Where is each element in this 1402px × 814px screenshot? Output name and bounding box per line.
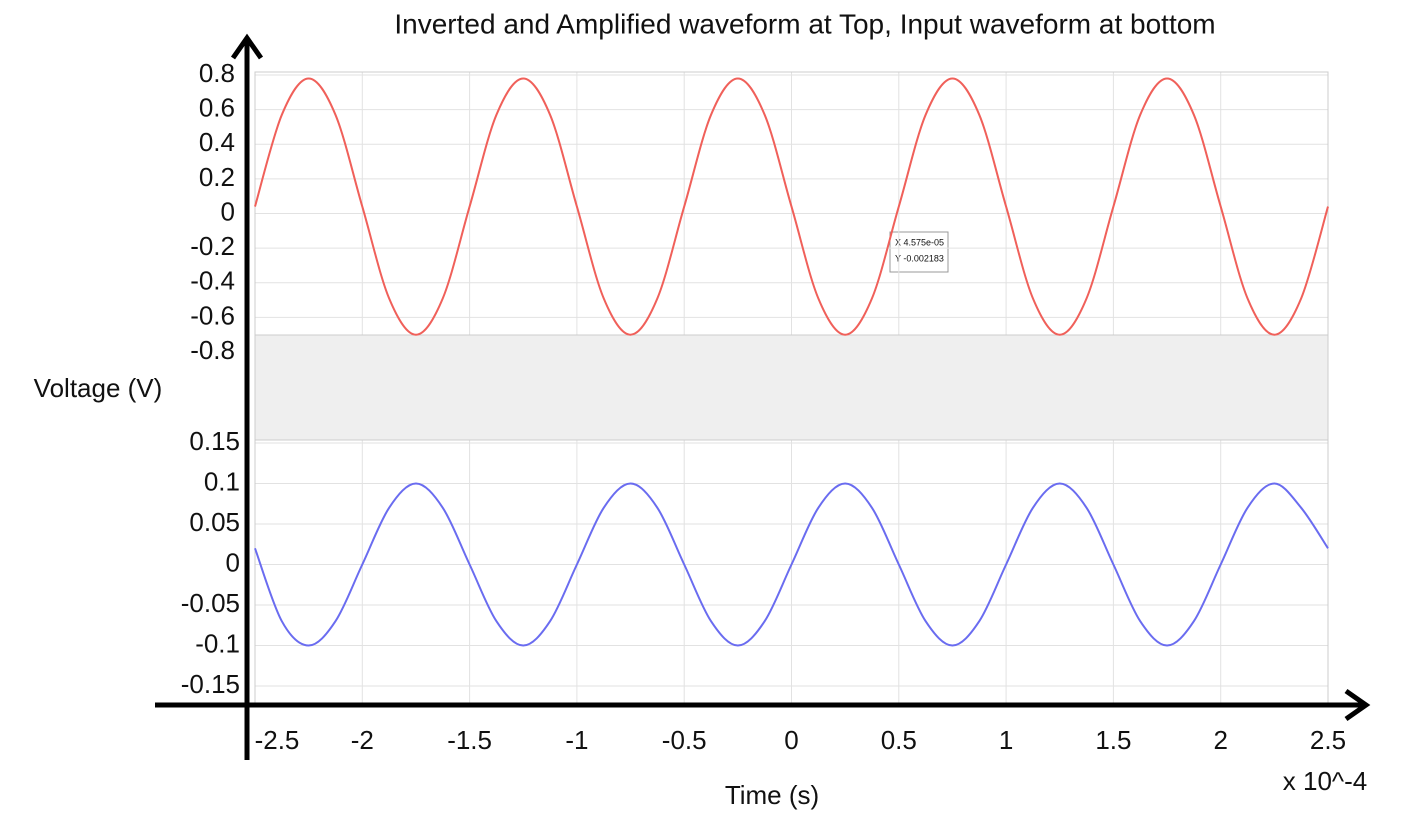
x-tick-label: -2: [351, 725, 374, 755]
y-tick-label: 0.2: [199, 162, 235, 192]
x-tick-label: 1: [999, 725, 1013, 755]
chart-title: Inverted and Amplified waveform at Top, …: [394, 8, 1215, 39]
waveform: [254, 77, 1329, 336]
x-tick-label: 0: [784, 725, 798, 755]
plots: 0.8 0.6 0.4 0.2 0 -0.2 -0.4 -0.6 -0.8 0.15 0.1 0.05…: [181, 58, 1329, 706]
y-tick-label: -0.6: [190, 300, 235, 330]
y-tick-label: -0.05: [181, 588, 240, 618]
x-tick-label: 2: [1213, 725, 1227, 755]
x-tick-label: -1.5: [447, 725, 492, 755]
x-tick-label: 2.5: [1310, 725, 1346, 755]
x-axis-label: Time (s): [725, 780, 819, 810]
y-tick-label: -0.4: [190, 266, 235, 296]
x-tick-label: -1: [565, 725, 588, 755]
x-tick-label: -0.5: [662, 725, 707, 755]
x-tick-label: 0.5: [881, 725, 917, 755]
panel-gap: [254, 334, 1329, 441]
y-tick-label: 0.4: [199, 127, 235, 157]
y-tick-label: 0: [226, 547, 240, 577]
y-tick-label: 0.15: [189, 426, 240, 456]
y-tick-label: -0.1: [195, 628, 240, 658]
y-tick-label: 0.6: [199, 93, 235, 123]
data-tip: [889, 231, 949, 273]
y-axis-label: Voltage (V): [34, 373, 163, 403]
y-tick-label: 0.8: [199, 58, 235, 88]
x-axis-arrow: [1344, 688, 1371, 722]
x-tick-label: -2.5: [255, 725, 300, 755]
y-tick-label: -0.15: [181, 669, 240, 699]
y-axis-arrow: [230, 33, 264, 60]
waveform: [254, 482, 1329, 647]
y-tick-label: -0.2: [190, 231, 235, 261]
data-tip-text: X 4.575e-05: [895, 237, 944, 247]
y-tick-label: 0.1: [204, 466, 240, 496]
x-multiplier: x 10^-4: [1283, 766, 1367, 796]
y-tick-label: 0.05: [189, 507, 240, 537]
x-tick-label: 1.5: [1095, 725, 1131, 755]
y-tick-label: 0: [221, 196, 235, 226]
y-tick-label: -0.8: [190, 335, 235, 365]
data-tip-text: Y -0.002183: [895, 253, 944, 263]
